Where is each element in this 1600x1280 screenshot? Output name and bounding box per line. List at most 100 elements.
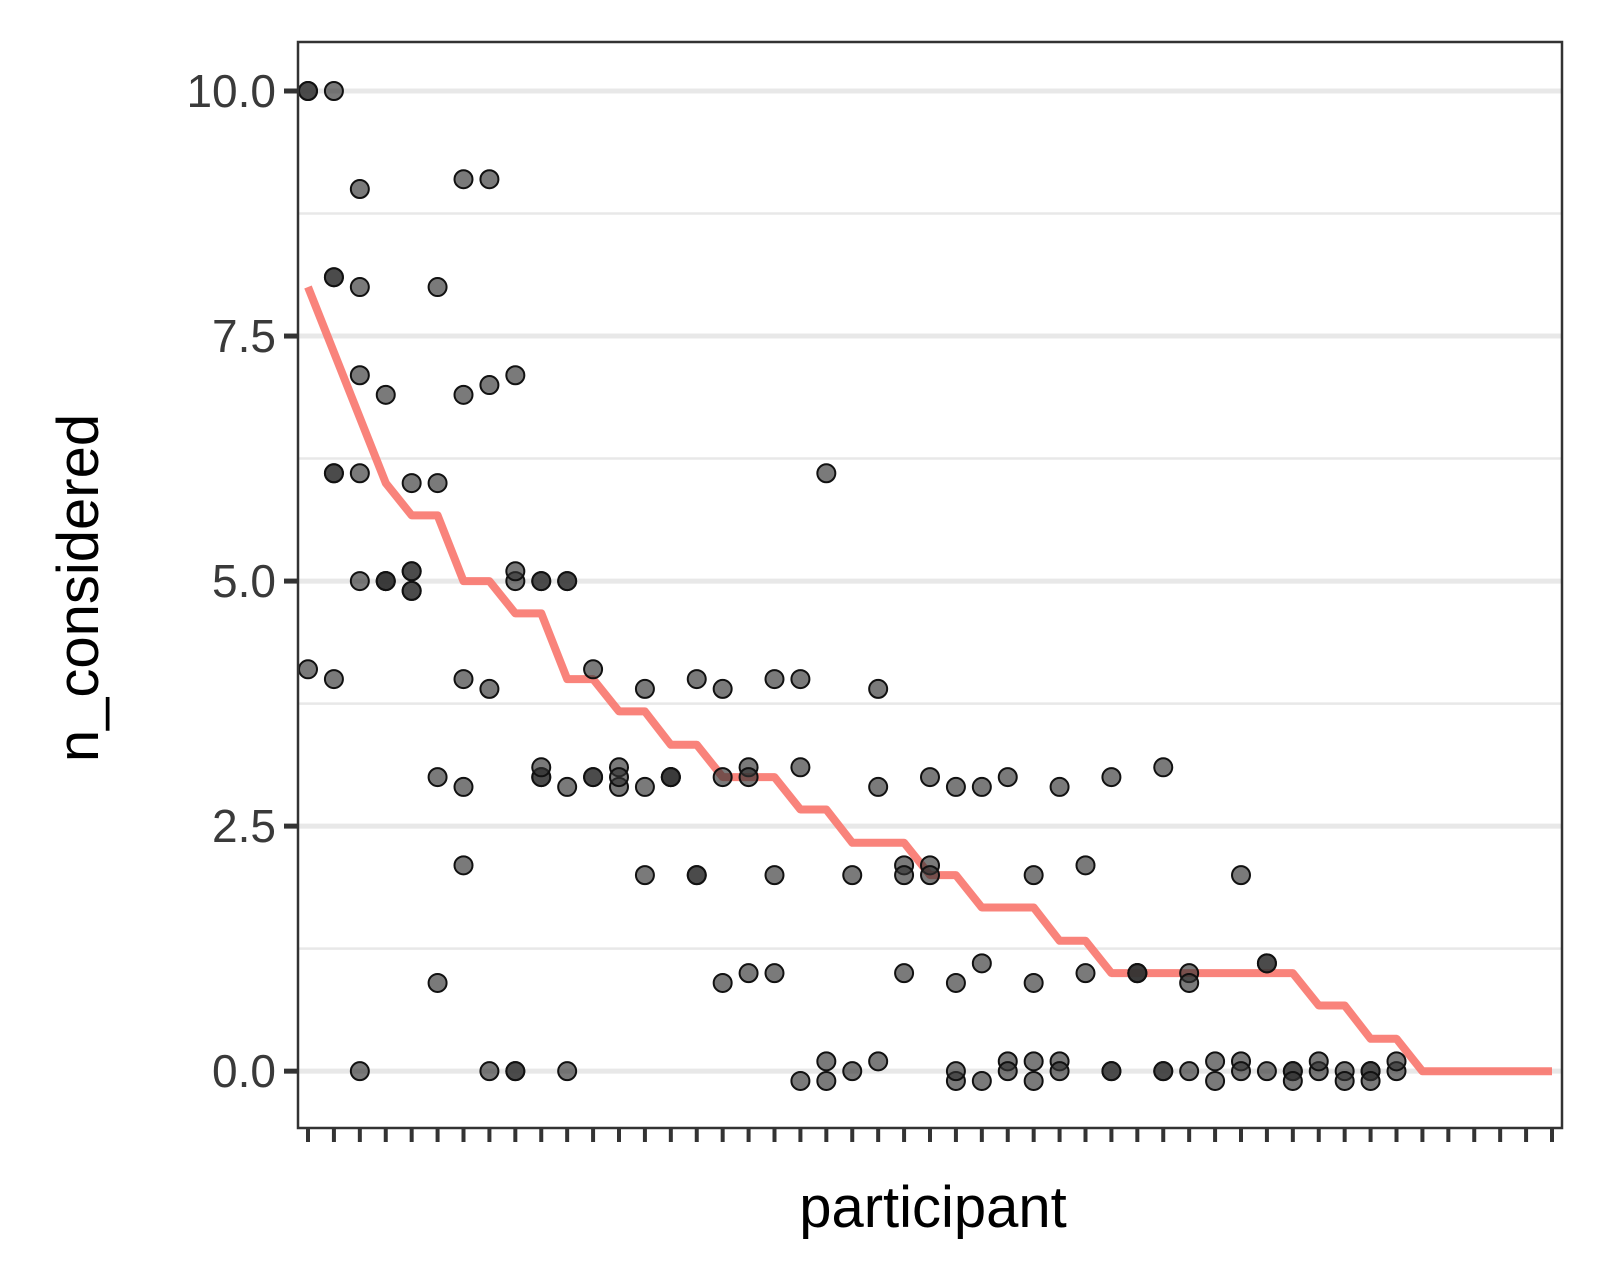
- data-point: [764, 669, 785, 690]
- data-point: [401, 473, 422, 494]
- data-point: [1153, 1061, 1174, 1082]
- point-layer: [298, 81, 1407, 1091]
- data-point: [531, 757, 552, 778]
- data-point: [997, 1061, 1018, 1082]
- data-point: [1101, 767, 1122, 788]
- data-point: [660, 767, 681, 788]
- data-point: [738, 767, 759, 788]
- data-point: [920, 865, 940, 886]
- data-point: [349, 463, 370, 484]
- y-tick-label: 10.0: [186, 65, 276, 117]
- data-point: [453, 384, 474, 405]
- data-point: [375, 571, 396, 592]
- data-point: [945, 1061, 966, 1082]
- data-point: [427, 473, 448, 494]
- data-point: [920, 767, 940, 788]
- data-point: [479, 678, 500, 699]
- data-point: [1282, 1070, 1303, 1091]
- data-point: [323, 669, 344, 690]
- data-point: [427, 767, 448, 788]
- x-axis-title: participant: [799, 1175, 1067, 1240]
- data-point: [583, 767, 604, 788]
- data-point: [1127, 963, 1148, 984]
- data-point: [1049, 1061, 1070, 1082]
- data-point: [686, 865, 707, 886]
- data-point: [505, 365, 526, 386]
- data-point: [1334, 1070, 1355, 1091]
- data-point: [531, 571, 552, 592]
- data-point: [1205, 1070, 1226, 1091]
- y-axis-title: n_considered: [46, 414, 111, 762]
- data-point: [557, 1061, 578, 1082]
- data-point: [868, 1051, 889, 1072]
- data-point: [583, 659, 604, 680]
- data-point: [971, 776, 992, 797]
- axis-layer: 0.0 2.5 5.0 7.5 10.0: [186, 65, 1554, 1142]
- data-point: [945, 776, 966, 797]
- data-point: [790, 757, 811, 778]
- data-point: [453, 669, 474, 690]
- data-point: [842, 1061, 863, 1082]
- data-point: [453, 169, 474, 190]
- data-point: [712, 678, 733, 699]
- data-point: [1231, 1061, 1251, 1082]
- data-point: [453, 855, 474, 876]
- data-point: [1075, 963, 1096, 984]
- data-point: [816, 1070, 837, 1091]
- data-point: [842, 865, 863, 886]
- data-point: [323, 267, 344, 288]
- data-point: [298, 659, 318, 680]
- data-point: [634, 678, 655, 699]
- data-point: [1179, 972, 1200, 993]
- data-point: [686, 669, 707, 690]
- data-point: [816, 463, 837, 484]
- y-tick-label: 5.0: [212, 555, 276, 607]
- data-point: [816, 1051, 837, 1072]
- data-point: [375, 384, 396, 405]
- data-point: [1386, 1051, 1407, 1072]
- data-point: [479, 169, 500, 190]
- data-point: [557, 776, 578, 797]
- data-point: [634, 776, 655, 797]
- data-point: [764, 865, 785, 886]
- y-tick-label: 0.0: [212, 1045, 276, 1097]
- data-point: [868, 776, 889, 797]
- running-line: [304, 285, 1552, 1076]
- data-point: [712, 767, 733, 788]
- data-point: [349, 365, 370, 386]
- data-point: [790, 1070, 811, 1091]
- data-point: [1023, 1051, 1044, 1072]
- line-layer: [304, 285, 1552, 1076]
- data-point: [505, 1061, 526, 1082]
- data-point: [1023, 1070, 1044, 1091]
- data-point: [323, 463, 344, 484]
- data-point: [427, 277, 448, 298]
- data-point: [1256, 953, 1277, 974]
- data-point: [1075, 855, 1096, 876]
- data-point: [298, 81, 318, 102]
- data-point: [945, 972, 966, 993]
- data-point: [971, 1070, 992, 1091]
- data-point: [868, 678, 889, 699]
- data-point: [323, 81, 344, 102]
- data-point: [1360, 1070, 1381, 1091]
- data-point: [997, 767, 1018, 788]
- data-point: [1101, 1061, 1122, 1082]
- data-point: [1153, 757, 1174, 778]
- data-point: [427, 972, 448, 993]
- data-point: [505, 561, 526, 582]
- data-point: [1023, 972, 1044, 993]
- data-point: [401, 561, 422, 582]
- data-point: [401, 580, 422, 601]
- data-point: [349, 571, 370, 592]
- data-point: [764, 963, 785, 984]
- data-point: [790, 669, 811, 690]
- data-point: [894, 963, 915, 984]
- data-point: [349, 179, 370, 200]
- data-point: [1256, 1061, 1277, 1082]
- data-point: [1231, 865, 1251, 886]
- data-point: [1049, 776, 1070, 797]
- data-point: [349, 277, 370, 298]
